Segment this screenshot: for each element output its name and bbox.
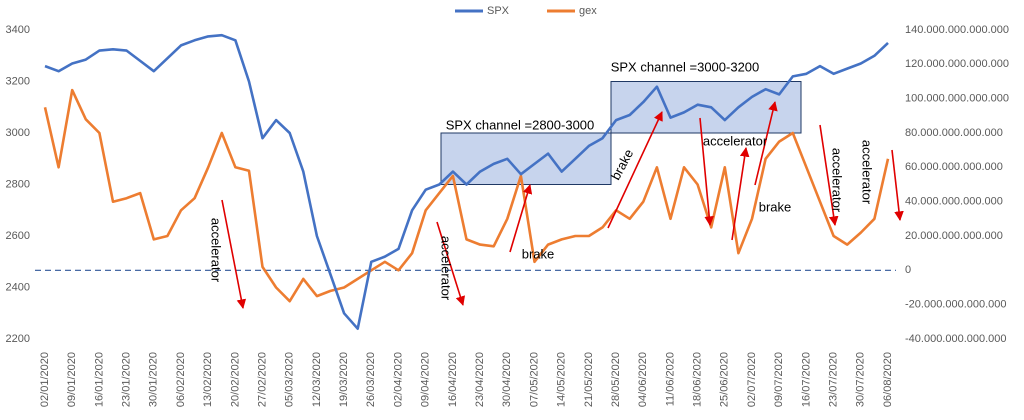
y2-tick-label: 60.000.000.000.000 bbox=[905, 161, 1003, 173]
annotation: accelerator bbox=[209, 218, 224, 283]
y2-tick-label: 140.000.000.000.000 bbox=[905, 24, 1009, 36]
x-tick-label: 30/07/2020 bbox=[855, 352, 867, 407]
y-tick-label: 2800 bbox=[6, 178, 30, 190]
x-tick-label: 13/02/2020 bbox=[202, 352, 214, 407]
x-tick-label: 23/07/2020 bbox=[828, 352, 840, 407]
x-tick-label: 18/06/2020 bbox=[692, 352, 704, 407]
arrow bbox=[699, 117, 714, 226]
x-tick-label: 06/08/2020 bbox=[882, 352, 894, 407]
arrow bbox=[509, 184, 533, 253]
series-line bbox=[43, 88, 890, 303]
x-tick-label: 07/05/2020 bbox=[528, 352, 540, 407]
channel-box bbox=[440, 132, 612, 185]
arrow bbox=[819, 124, 839, 226]
y-tick-label: 3000 bbox=[6, 127, 30, 139]
x-tick-label: 12/03/2020 bbox=[311, 352, 323, 407]
x-tick-label: 14/05/2020 bbox=[556, 352, 568, 407]
y-tick-label: 2600 bbox=[6, 230, 30, 242]
x-tick-label: 09/04/2020 bbox=[420, 352, 432, 407]
x-tick-label: 30/01/2020 bbox=[148, 352, 160, 407]
y-tick-label: 2400 bbox=[6, 281, 30, 293]
arrow bbox=[891, 149, 904, 221]
x-tick-label: 30/04/2020 bbox=[501, 352, 513, 407]
x-tick-label: 02/07/2020 bbox=[746, 352, 758, 407]
legend-label: SPX bbox=[487, 5, 510, 17]
y2-tick-label: -40.000.000.000.000 bbox=[905, 333, 1007, 345]
x-tick-label: 23/04/2020 bbox=[474, 352, 486, 407]
legend-label: gex bbox=[579, 5, 597, 17]
x-tick-label: 21/05/2020 bbox=[583, 352, 595, 407]
x-tick-label: 11/06/2020 bbox=[664, 352, 676, 406]
channel-label: SPX channel =3000-3200 bbox=[611, 59, 760, 74]
y-tick-label: 3200 bbox=[6, 75, 30, 87]
x-tick-label: 02/04/2020 bbox=[392, 352, 404, 407]
y2-tick-label: 0 bbox=[905, 264, 911, 276]
annotation: brake bbox=[522, 246, 555, 261]
y2-tick-label: 100.000.000.000.000 bbox=[905, 93, 1009, 105]
arrow bbox=[436, 221, 465, 306]
series-line bbox=[44, 33, 889, 330]
x-tick-label: 19/03/2020 bbox=[338, 352, 350, 407]
x-tick-label: 25/06/2020 bbox=[719, 352, 731, 407]
annotation: accelerator bbox=[439, 236, 454, 301]
channel-label: SPX channel =2800-3000 bbox=[446, 117, 595, 132]
annotation: brake bbox=[759, 199, 792, 214]
x-tick-label: 23/01/2020 bbox=[120, 352, 132, 407]
y2-tick-label: 20.000.000.000.000 bbox=[905, 230, 1003, 242]
y2-tick-label: 120.000.000.000.000 bbox=[905, 58, 1009, 70]
x-tick-label: 28/05/2020 bbox=[610, 352, 622, 407]
x-tick-label: 26/03/2020 bbox=[365, 352, 377, 407]
x-tick-label: 27/02/2020 bbox=[256, 352, 268, 407]
x-tick-label: 06/02/2020 bbox=[175, 352, 187, 407]
x-tick-label: 02/01/2020 bbox=[39, 352, 51, 407]
x-tick-label: 09/01/2020 bbox=[66, 352, 78, 407]
x-tick-label: 20/02/2020 bbox=[229, 352, 241, 407]
arrows bbox=[221, 101, 904, 309]
x-tick-label: 09/07/2020 bbox=[773, 352, 785, 407]
annotation: accelerator bbox=[860, 140, 875, 205]
y-tick-label: 3400 bbox=[6, 24, 30, 36]
x-tick-label: 16/07/2020 bbox=[800, 352, 812, 407]
arrow bbox=[754, 101, 778, 186]
y2-tick-label: -20.000.000.000.000 bbox=[905, 299, 1007, 311]
x-tick-label: 05/03/2020 bbox=[284, 352, 296, 407]
y2-tick-label: 80.000.000.000.000 bbox=[905, 127, 1003, 139]
arrow bbox=[221, 199, 247, 309]
arrow bbox=[731, 147, 750, 241]
x-tick-label: 16/01/2020 bbox=[93, 352, 105, 407]
x-tick-label: 16/04/2020 bbox=[447, 352, 459, 407]
annotation: accelerator bbox=[830, 148, 845, 213]
annotation: accelerator bbox=[703, 133, 768, 148]
x-tick-label: 04/06/2020 bbox=[637, 352, 649, 407]
y-tick-label: 2200 bbox=[6, 333, 30, 345]
y2-tick-label: 40.000.000.000.000 bbox=[905, 196, 1003, 208]
arrow bbox=[607, 111, 663, 229]
